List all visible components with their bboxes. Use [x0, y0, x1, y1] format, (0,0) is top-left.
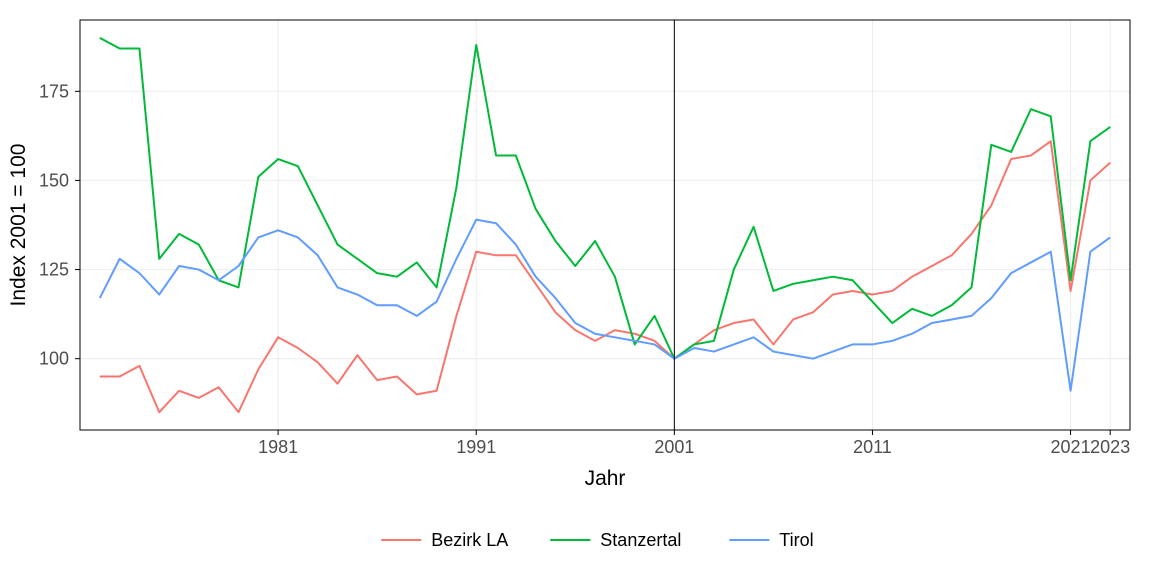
y-axis-title: Index 2001 = 100 — [7, 144, 30, 307]
x-axis-title: Jahr — [585, 467, 626, 490]
y-tick-label: 175 — [39, 81, 69, 101]
legend-label: Stanzertal — [600, 530, 681, 550]
x-tick-label: 2021 — [1051, 437, 1091, 457]
x-tick-label: 2011 — [853, 437, 892, 457]
y-tick-label: 125 — [39, 260, 69, 280]
chart-svg: 1981 1991 2001 2011 20212023 100 125 150 175 Jahr… — [0, 0, 1152, 576]
x-tick-label: 1991 — [456, 437, 496, 457]
line-chart: 1981 1991 2001 2011 20212023 100 125 150 175 Jahr… — [0, 0, 1152, 576]
legend-label: Tirol — [779, 530, 813, 550]
x-tick-label: 2001 — [654, 437, 694, 457]
y-tick-label: 150 — [39, 170, 69, 190]
x-tick-label: 1981 — [258, 437, 298, 457]
x-tick-label: 2023 — [1090, 437, 1130, 457]
y-tick-label: 100 — [39, 349, 69, 369]
legend-label: Bezirk LA — [431, 530, 508, 550]
